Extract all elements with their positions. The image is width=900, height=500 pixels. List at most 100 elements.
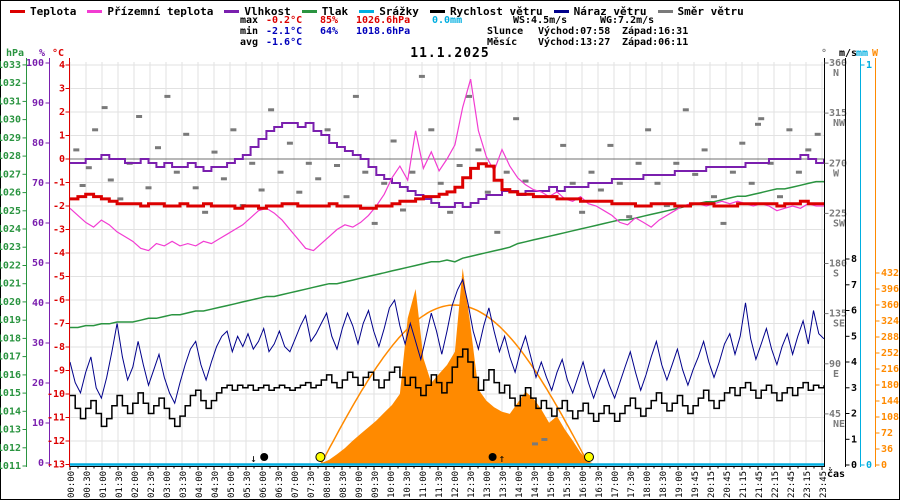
svg-text:01:30: 01:30 bbox=[115, 471, 125, 498]
svg-text:11:00: 11:00 bbox=[419, 471, 429, 498]
svg-text:14:30: 14:30 bbox=[531, 471, 541, 498]
svg-text:360: 360 bbox=[829, 58, 847, 69]
temperature-line bbox=[70, 162, 824, 210]
moonrise-arrow-icon: ↑ bbox=[499, 452, 506, 465]
svg-text:-10: -10 bbox=[47, 389, 65, 400]
svg-text:180: 180 bbox=[829, 259, 847, 270]
svg-text:1: 1 bbox=[866, 60, 872, 71]
svg-text:N: N bbox=[833, 68, 839, 79]
stat-avg-label: avg bbox=[240, 37, 259, 48]
svg-text:-11: -11 bbox=[47, 413, 65, 424]
svg-text:1024: 1024 bbox=[0, 224, 21, 235]
svg-text:1029: 1029 bbox=[0, 133, 21, 144]
svg-text:16:30: 16:30 bbox=[595, 471, 605, 498]
svg-text:60: 60 bbox=[32, 218, 44, 229]
svg-text:21:15: 21:15 bbox=[739, 471, 749, 498]
svg-text:1016: 1016 bbox=[0, 370, 21, 381]
svg-text:1: 1 bbox=[851, 434, 857, 445]
naraz-vetru-swatch-icon bbox=[553, 10, 569, 13]
wind-speed-line bbox=[70, 348, 825, 428]
svg-text:07:30: 07:30 bbox=[307, 471, 317, 498]
svg-text:-5: -5 bbox=[53, 272, 65, 283]
svg-text:216: 216 bbox=[881, 364, 899, 375]
clear-sky-solar-curve bbox=[319, 304, 589, 466]
time-axis-unit: čas bbox=[827, 469, 846, 480]
svg-text:252: 252 bbox=[881, 348, 899, 359]
legend-label: Rychlost větru bbox=[449, 5, 543, 18]
legend: Teplota Přízemní teplota Vlhkost Tlak Sr… bbox=[10, 5, 744, 18]
svg-text:1021: 1021 bbox=[0, 279, 21, 290]
svg-text:22:45: 22:45 bbox=[787, 471, 797, 498]
svg-text:1023: 1023 bbox=[0, 242, 21, 253]
time-axis-labels: 00:00 00:30 01:00 01:30 02:00 02:30 03:00 03:30… bbox=[67, 471, 829, 498]
legend-item-tlak: Tlak bbox=[301, 5, 348, 18]
svg-text:80: 80 bbox=[32, 138, 44, 149]
legend-item-naraz-vetru: Náraz větru bbox=[553, 5, 647, 18]
pressure-axis-unit: hPa bbox=[6, 48, 25, 59]
svg-text:45: 45 bbox=[829, 409, 841, 420]
legend-item-smer-vetru: Směr větru bbox=[657, 5, 744, 18]
svg-text:01:00: 01:00 bbox=[99, 471, 109, 498]
svg-text:-2: -2 bbox=[53, 201, 65, 212]
svg-text:135: 135 bbox=[829, 309, 847, 320]
svg-text:02:30: 02:30 bbox=[147, 471, 157, 498]
stat-max-humidity: 85% bbox=[320, 15, 339, 26]
time-axis-ticks bbox=[69, 467, 831, 470]
precip-axis-ticks: 01 bbox=[860, 60, 872, 471]
svg-text:-3: -3 bbox=[53, 225, 65, 236]
sunset-icon bbox=[584, 452, 594, 462]
moonset-icon bbox=[260, 453, 269, 461]
moonrise-icon bbox=[488, 453, 497, 461]
svg-text:13:00: 13:00 bbox=[483, 471, 493, 498]
svg-text:02:00: 02:00 bbox=[131, 471, 141, 498]
svg-text:05:30: 05:30 bbox=[243, 471, 253, 498]
svg-text:10:30: 10:30 bbox=[403, 471, 413, 498]
svg-text:-9: -9 bbox=[53, 366, 65, 377]
svg-text:-1: -1 bbox=[53, 178, 65, 189]
svg-text:08:00: 08:00 bbox=[323, 471, 333, 498]
svg-text:04:00: 04:00 bbox=[195, 471, 205, 498]
svg-text:19:00: 19:00 bbox=[675, 471, 685, 498]
tlak-swatch-icon bbox=[301, 10, 317, 13]
legend-item-srazky: Srážky bbox=[359, 5, 419, 18]
svg-text:15:30: 15:30 bbox=[563, 471, 573, 498]
stat-wind-gust-max: WG:7.2m/s bbox=[600, 15, 655, 26]
svg-text:SW: SW bbox=[833, 218, 846, 229]
svg-text:-8: -8 bbox=[53, 342, 65, 353]
stat-max-label: max bbox=[240, 15, 259, 26]
svg-text:1017: 1017 bbox=[0, 352, 21, 363]
stat-min-label: min bbox=[240, 26, 259, 37]
svg-text:2: 2 bbox=[851, 409, 857, 420]
sun-moon-events: ↓ ↑ bbox=[250, 452, 594, 465]
svg-text:5: 5 bbox=[851, 331, 857, 342]
svg-text:17:30: 17:30 bbox=[627, 471, 637, 498]
svg-text:13:30: 13:30 bbox=[499, 471, 509, 498]
svg-text:04:30: 04:30 bbox=[211, 471, 221, 498]
solar-axis-unit: W bbox=[872, 48, 879, 59]
stat-max-pressure: 1026.6hPa bbox=[356, 15, 411, 26]
svg-text:324: 324 bbox=[881, 316, 899, 327]
sunrise-icon bbox=[315, 452, 326, 462]
svg-text:50: 50 bbox=[32, 258, 44, 269]
svg-text:09:30: 09:30 bbox=[371, 471, 381, 498]
smer-vetru-swatch-icon bbox=[657, 10, 673, 13]
wind-direction-points bbox=[73, 74, 821, 446]
stats-block: max -0.2°C 85% 1026.6hPa 0.0mm min -2.1°… bbox=[0, 0, 900, 60]
teplota-swatch-icon bbox=[10, 10, 25, 13]
svg-text:18:30: 18:30 bbox=[659, 471, 669, 498]
svg-text:108: 108 bbox=[881, 412, 899, 423]
svg-text:12:30: 12:30 bbox=[467, 471, 477, 498]
svg-text:270: 270 bbox=[829, 158, 847, 169]
svg-text:6: 6 bbox=[851, 306, 857, 317]
svg-text:1031: 1031 bbox=[0, 96, 21, 107]
svg-text:1028: 1028 bbox=[0, 151, 21, 162]
chart-title: 11.1.2025 bbox=[410, 46, 490, 61]
svg-text:8: 8 bbox=[851, 254, 857, 265]
svg-text:2: 2 bbox=[59, 107, 65, 118]
svg-text:1014: 1014 bbox=[0, 406, 21, 417]
stat-max-precip: 0.0mm bbox=[432, 15, 463, 26]
